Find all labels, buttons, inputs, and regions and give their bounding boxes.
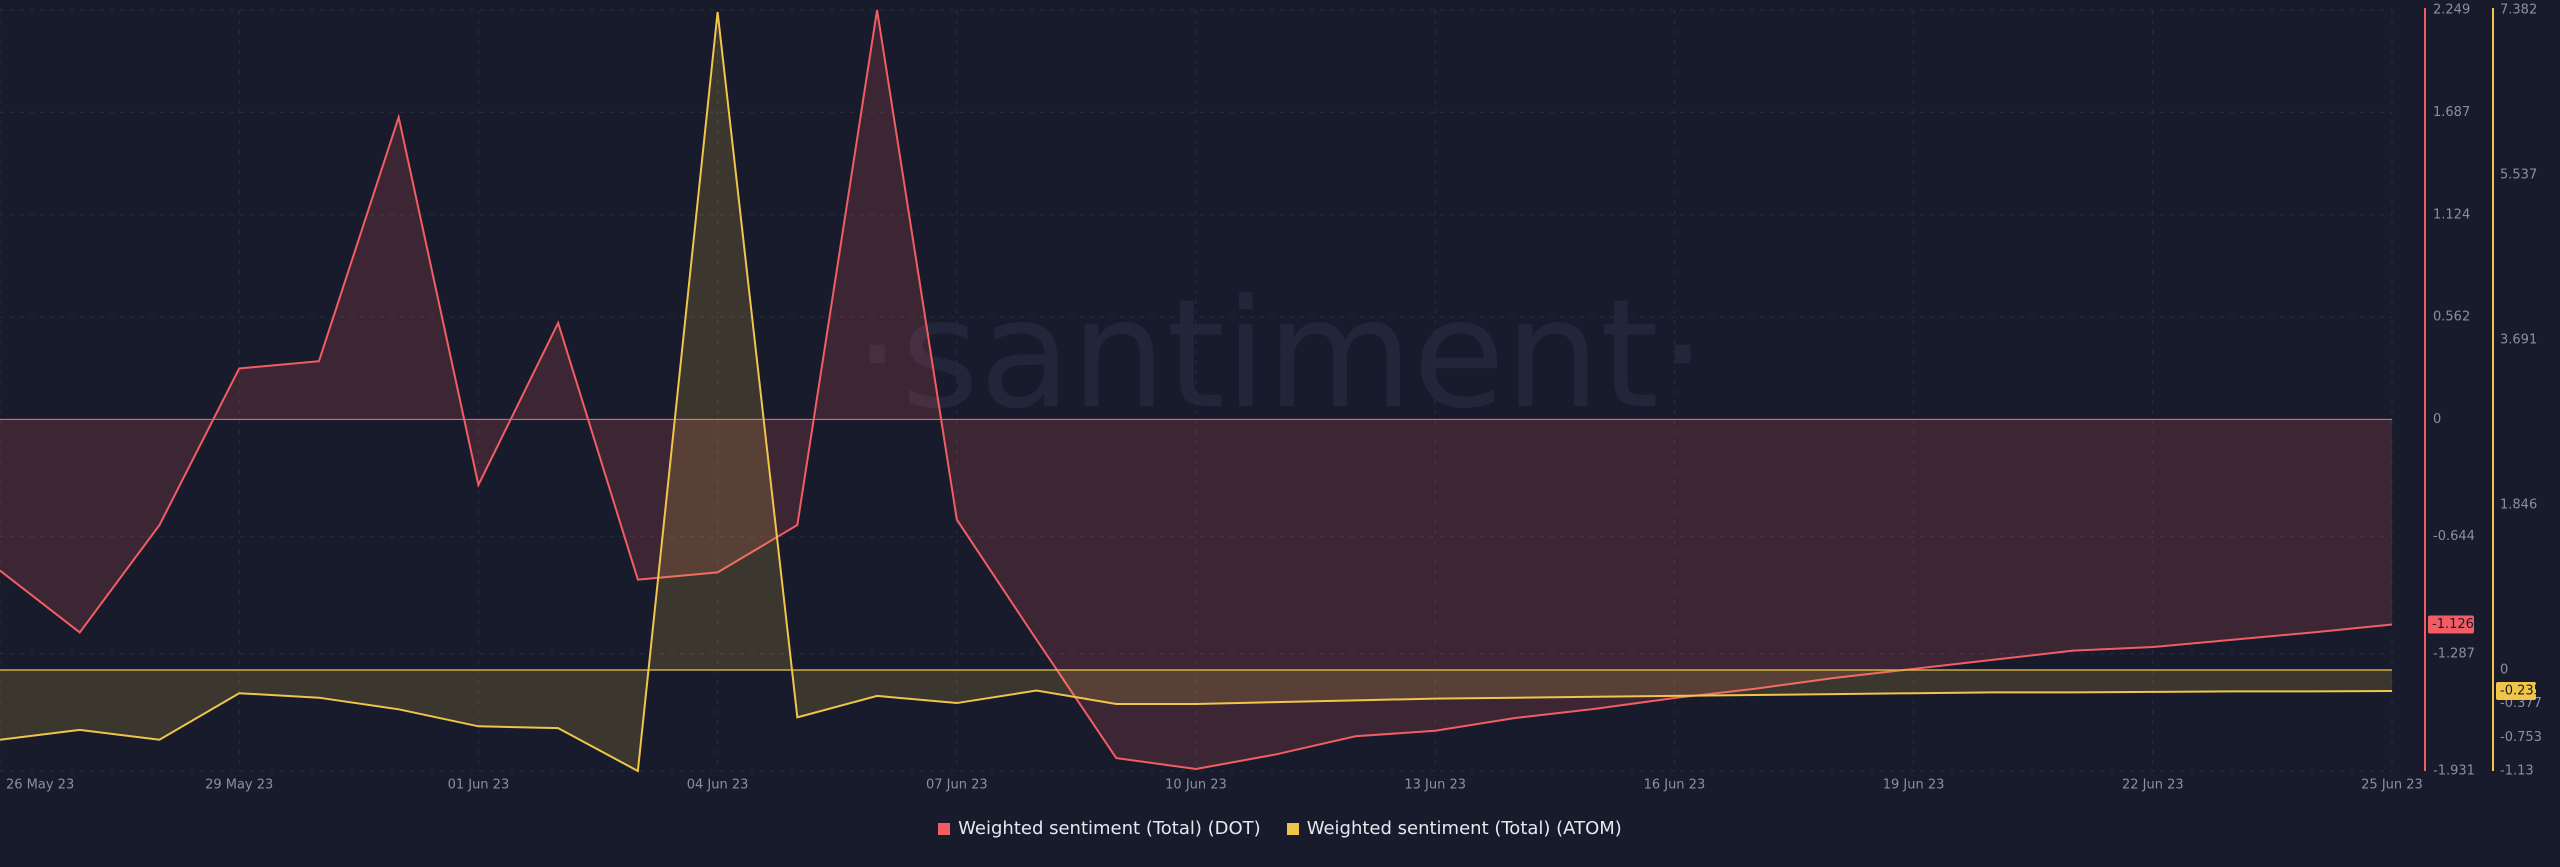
y2-tick-label: 0 bbox=[2500, 662, 2508, 677]
x-tick-label: 19 Jun 23 bbox=[1883, 778, 1945, 793]
x-tick-label: 25 Jun 23 bbox=[2361, 778, 2423, 793]
x-tick-label: 10 Jun 23 bbox=[1165, 778, 1227, 793]
y2-tick-label: -0.753 bbox=[2500, 730, 2542, 745]
legend-item[interactable]: Weighted sentiment (Total) (ATOM) bbox=[1286, 818, 1622, 839]
chart: ·santiment· 2.249 1.687 1.124 0.562 0 -0.644 -… bbox=[0, 3, 2542, 793]
last-value-badge bbox=[2428, 615, 2474, 634]
x-tick-label: 13 Jun 23 bbox=[1404, 778, 1466, 793]
y-tick-label: 0.562 bbox=[2433, 310, 2470, 325]
legend-swatch bbox=[1286, 822, 1299, 835]
y-tick-label: 0 bbox=[2433, 412, 2441, 427]
legend-label: Weighted sentiment (Total) (DOT) bbox=[958, 818, 1261, 839]
y2-tick-label: 1.846 bbox=[2500, 497, 2537, 512]
x-tick-label: 26 May 23 bbox=[6, 778, 74, 793]
y2-tick-label: 7.382 bbox=[2500, 3, 2537, 18]
last-value-badge bbox=[2496, 681, 2536, 700]
watermark: ·santiment· bbox=[853, 268, 1706, 442]
y-tick-label: -1.931 bbox=[2433, 764, 2475, 779]
area bbox=[0, 10, 2392, 769]
y-tick-label: 1.124 bbox=[2433, 207, 2470, 222]
y2-tick-label: -1.13 bbox=[2500, 764, 2534, 779]
x-tick-label: 01 Jun 23 bbox=[448, 778, 510, 793]
y-tick-label: 1.687 bbox=[2433, 105, 2470, 120]
x-tick-label: 04 Jun 23 bbox=[687, 778, 749, 793]
y-tick-label: -0.644 bbox=[2433, 529, 2475, 544]
line bbox=[0, 11, 2393, 773]
last-value-label: -1.126 bbox=[2432, 617, 2474, 632]
line bbox=[0, 9, 2393, 771]
y-tick-label: -1.287 bbox=[2433, 646, 2475, 661]
legend-swatch bbox=[938, 822, 951, 835]
last-value-label: -0.235 bbox=[2500, 683, 2542, 698]
legend: Weighted sentiment (Total) (DOT) Weighted… bbox=[0, 818, 2560, 839]
x-tick-label: 29 May 23 bbox=[205, 778, 273, 793]
y2-tick-label: 3.691 bbox=[2500, 332, 2537, 347]
x-tick-label: 16 Jun 23 bbox=[1644, 778, 1706, 793]
y-tick-label: 2.249 bbox=[2433, 3, 2470, 18]
x-tick-label: 07 Jun 23 bbox=[926, 778, 988, 793]
x-tick-label: 22 Jun 23 bbox=[2122, 778, 2184, 793]
legend-label: Weighted sentiment (Total) (ATOM) bbox=[1306, 818, 1622, 839]
y2-tick-label: 5.537 bbox=[2500, 167, 2537, 182]
legend-item[interactable]: Weighted sentiment (Total) (DOT) bbox=[938, 818, 1261, 839]
